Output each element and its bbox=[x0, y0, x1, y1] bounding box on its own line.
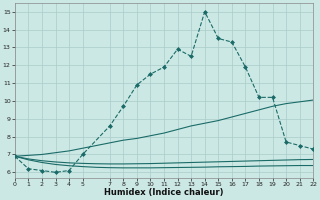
X-axis label: Humidex (Indice chaleur): Humidex (Indice chaleur) bbox=[104, 188, 224, 197]
